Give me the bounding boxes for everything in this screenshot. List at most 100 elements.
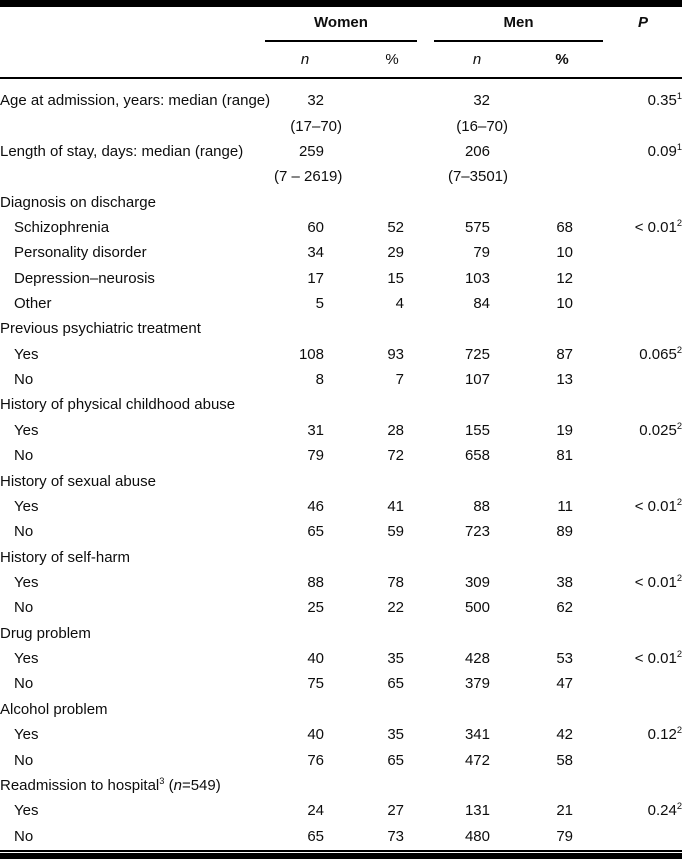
p-value-cell: < 0.012	[634, 573, 682, 591]
women-n-cell: 76	[307, 751, 324, 769]
women-pct-cell	[324, 468, 404, 493]
men-column-group-header: Men	[503, 14, 534, 31]
men-pct-cell: 47	[556, 675, 573, 693]
men-n-cell: 723	[464, 523, 490, 541]
p-value-cell: 0.242	[647, 801, 682, 820]
men-pct-cell: 42	[556, 726, 573, 744]
women-pct-cell: 35	[387, 650, 404, 668]
men-pct-cell: 79	[556, 827, 573, 845]
row-label: Yes	[14, 726, 39, 744]
table-row: Personality disorder 34 29 79 10	[0, 240, 682, 265]
women-n-cell: 108	[298, 345, 324, 363]
section-row: History of physical childhood abuse	[0, 392, 682, 417]
women-pct-cell	[324, 88, 404, 113]
women-n-cell: 25	[307, 599, 324, 617]
women-n-cell: 40	[307, 650, 324, 668]
row-label: Yes	[14, 421, 39, 439]
women-n-cell	[256, 697, 324, 722]
women-n-cell	[256, 189, 324, 214]
table-row: Yes 88 78 309 38 < 0.012	[0, 570, 682, 595]
p-value-cell: 0.351	[647, 91, 682, 110]
table-body: Age at admission, years: median (range) 3…	[0, 88, 682, 849]
men-n-cell	[404, 773, 490, 798]
men-n-cell: 79	[473, 244, 490, 262]
table-row: No 79 72 658 81	[0, 443, 682, 468]
men-n-cell: 84	[473, 295, 490, 313]
row-label: Yes	[14, 650, 39, 668]
men-pct-cell	[490, 139, 573, 164]
women-pct-cell	[324, 544, 404, 569]
p-value-cell	[573, 544, 682, 569]
men-n-cell	[404, 468, 490, 493]
table-row: Yes 40 35 341 42 0.122	[0, 722, 682, 747]
table-row: Length of stay, days: median (range) 259 2…	[0, 139, 682, 164]
row-label: Yes	[14, 802, 39, 820]
men-n-cell	[404, 544, 490, 569]
women-n-cell: 40	[307, 726, 324, 744]
men-pct-cell: 10	[556, 244, 573, 262]
men-pct-cell	[490, 544, 573, 569]
table-row: No 65 59 723 89	[0, 519, 682, 544]
women-pct-cell: 22	[387, 599, 404, 617]
men-pct-cell: 21	[556, 802, 573, 820]
row-label: No	[14, 371, 34, 389]
women-pct-cell	[324, 392, 404, 417]
row-label: History of self-harm	[0, 548, 131, 566]
p-value-cell: < 0.012	[634, 217, 682, 236]
row-label: No	[14, 447, 34, 465]
women-n-cell: 32	[307, 92, 324, 110]
women-pct-cell	[324, 189, 404, 214]
men-pct-cell: 11	[557, 497, 573, 515]
p-value-cell: < 0.012	[634, 496, 682, 515]
row-label: No	[14, 599, 34, 617]
row-label	[0, 164, 256, 189]
p-value-cell	[573, 621, 682, 646]
women-pct-cell	[324, 773, 404, 798]
p-value-cell	[573, 519, 682, 544]
women-n-cell: 65	[307, 827, 324, 845]
table-row: Yes 31 28 155 19 0.0252	[0, 418, 682, 443]
men-pct-cell: 19	[556, 421, 573, 439]
men-pct-cell: 89	[556, 523, 573, 541]
men-n-cell: 103	[464, 269, 490, 287]
p-value-cell	[573, 443, 682, 468]
men-n-cell: 155	[464, 421, 490, 439]
women-n-cell	[256, 621, 324, 646]
p-value-cell	[573, 291, 682, 316]
men-n-cell	[404, 697, 490, 722]
women-pct-cell	[324, 316, 404, 341]
women-n-cell: 75	[307, 675, 324, 693]
men-n-cell: 480	[464, 827, 490, 845]
men-pct-cell: 68	[556, 218, 573, 236]
men-pct-cell	[490, 88, 573, 113]
men-pct-cell: 53	[556, 650, 573, 668]
table-row: Yes 40 35 428 53 < 0.012	[0, 646, 682, 671]
p-value-cell	[573, 392, 682, 417]
women-n-cell: 65	[307, 523, 324, 541]
women-pct-cell: 4	[395, 295, 404, 313]
women-pct-cell: 93	[387, 345, 404, 363]
row-label: Other	[14, 295, 52, 313]
women-pct-cell: 41	[387, 497, 404, 515]
women-pct-cell: 28	[387, 421, 404, 439]
women-pct-cell: 78	[387, 574, 404, 591]
row-label: Age at admission, years: median (range)	[0, 92, 271, 110]
table-row: Yes 108 93 725 87 0.0652	[0, 342, 682, 367]
table-row: Yes 24 27 131 21 0.242	[0, 798, 682, 823]
men-n-cell	[404, 189, 490, 214]
header-bottom-rule	[0, 77, 682, 79]
men-pct-cell: 10	[556, 295, 573, 313]
row-label: Previous psychiatric treatment	[0, 320, 201, 338]
sub-header-men-n: n	[472, 51, 482, 68]
row-label: Readmission to hospital3 (n=549)	[0, 775, 221, 794]
row-label: No	[14, 523, 34, 541]
women-pct-cell: 27	[387, 802, 404, 820]
row-label: Yes	[14, 497, 39, 515]
women-pct-cell: 52	[387, 218, 404, 236]
women-pct-cell	[324, 621, 404, 646]
row-label: Yes	[14, 345, 39, 363]
row-label: Yes	[14, 574, 39, 591]
women-n-cell: 31	[307, 421, 324, 439]
row-label: Diagnosis on discharge	[0, 193, 156, 211]
p-value-cell	[573, 773, 682, 798]
